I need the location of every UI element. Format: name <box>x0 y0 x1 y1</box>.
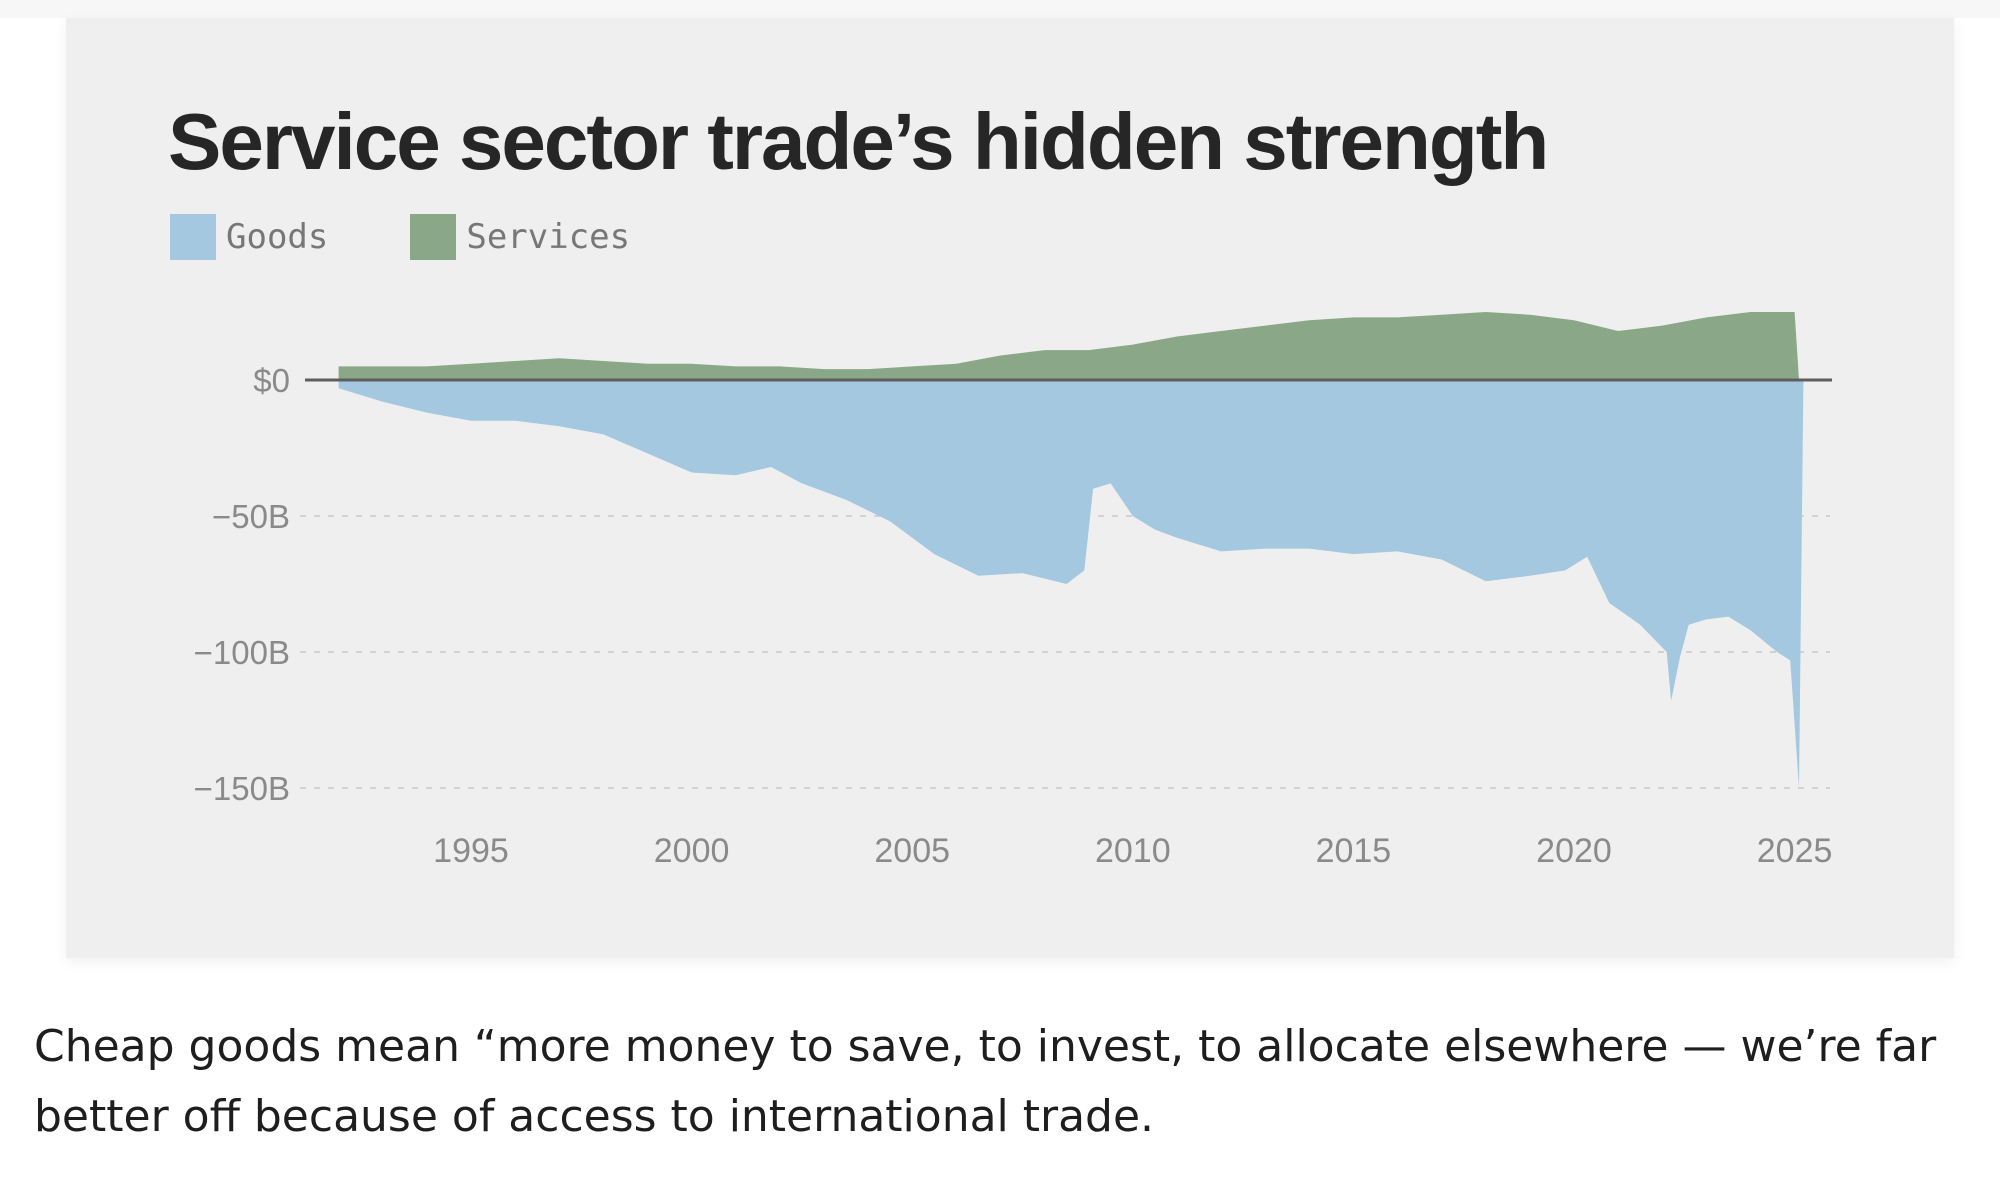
legend-item-services: Services <box>410 214 630 260</box>
top-rule <box>0 0 2000 18</box>
y-tick-label: −100B <box>194 634 290 671</box>
caption: Cheap goods mean “more money to save, to… <box>34 1021 1937 1142</box>
services-legend-label: Services <box>466 217 631 257</box>
x-tick-label: 2020 <box>1536 832 1612 870</box>
services-area <box>338 312 1800 380</box>
x-tick-label: 2025 <box>1757 832 1833 870</box>
x-tick-label: 1995 <box>433 832 509 870</box>
goods-legend-label: Goods <box>226 217 329 257</box>
y-tick-label: −50B <box>212 498 290 535</box>
goods-area <box>338 380 1804 788</box>
legend-item-goods: Goods <box>170 214 328 260</box>
y-tick-label: −150B <box>194 770 290 807</box>
x-tick-label: 2015 <box>1316 832 1392 870</box>
x-tick-label: 2005 <box>874 832 950 870</box>
y-tick-label: $0 <box>253 362 290 399</box>
services-swatch <box>410 214 457 260</box>
legend: Goods Services <box>170 214 712 260</box>
x-tick-label: 2010 <box>1095 832 1171 870</box>
x-tick-label: 2000 <box>654 832 730 870</box>
goods-swatch <box>170 214 216 260</box>
chart-title: Service sector trade’s hidden strength <box>168 97 1549 186</box>
